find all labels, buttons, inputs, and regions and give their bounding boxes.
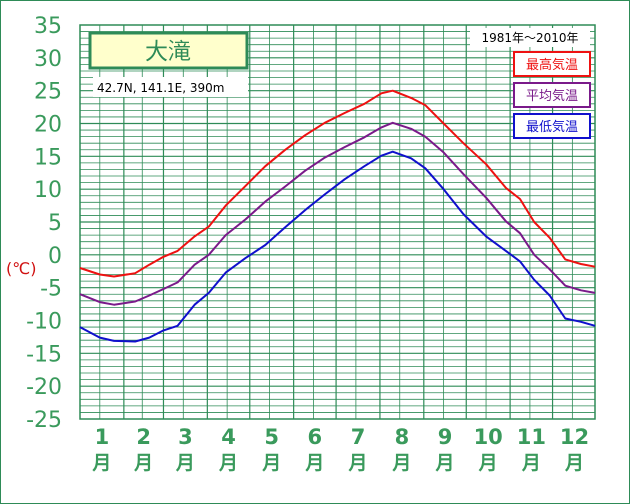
series-line [79,89,596,278]
x-tick-month-unit: 月 [304,452,324,474]
x-tick-month-unit: 月 [261,452,281,474]
y-tick-label: -5 [40,277,62,302]
x-tick-month-number: 10 [474,425,503,449]
y-tick-label: -25 [26,408,62,433]
x-tick-month-unit: 月 [478,452,498,474]
legend-label: 最低気温 [526,119,578,135]
x-tick-month-unit: 月 [435,452,455,474]
chart-title: 大滝 [145,39,191,65]
y-tick-label: -20 [26,375,62,400]
x-tick-month-number: 12 [560,425,589,449]
y-tick-labels: 35 30 25 20 15 10 5 0 -5 -10 -15 -20 -25 [26,14,62,433]
x-tick-month-number: 5 [264,425,279,449]
period-box [470,28,590,47]
series-lines [79,89,596,343]
x-tick-month-unit: 月 [391,452,411,474]
y-axis-label: (℃) [6,259,36,278]
legend-box [513,51,591,77]
x-tick-month-number: 3 [178,425,193,449]
x-tick-month-number: 2 [136,425,151,449]
period-text: 1981年～2010年 [481,31,578,45]
grid-lines [79,24,596,420]
y-tick-label: 25 [34,80,62,105]
location-box [93,77,248,97]
legend-box [513,82,591,108]
y-tick-label: 20 [34,113,62,138]
x-tick-month-unit: 月 [175,452,195,474]
x-tick-month-unit: 月 [218,452,238,474]
x-tick-month-number: 9 [438,425,453,449]
x-tick-month-unit: 月 [521,452,541,474]
x-tick-month-number: 4 [221,425,236,449]
y-tick-label: 0 [48,244,62,269]
series-line [79,121,596,306]
y-tick-label: 30 [34,47,62,72]
y-tick-label: 15 [34,145,62,170]
x-tick-month-number: 11 [517,425,546,449]
x-tick-month-unit: 月 [348,452,368,474]
x-tick-month-unit: 月 [91,452,111,474]
series-line [79,150,596,343]
title-box [88,31,249,70]
x-tick-month-unit: 月 [564,452,584,474]
x-tick-month-number: 8 [395,425,410,449]
x-tick-month-number: 6 [308,425,323,449]
y-tick-label: 35 [34,14,62,39]
x-tick-month-number: 1 [95,425,110,449]
location-text: 42.7N, 141.1E, 390m [97,81,224,95]
x-tick-month-unit: 月 [133,452,153,474]
legend-label: 平均気温 [526,88,578,104]
legend-label: 最高気温 [526,57,578,73]
legend-box [513,113,591,139]
x-tick-labels: 1 月 2 月 3 月 4 月 5 月 6 月 7 月 8 月 9 月 10 月 11 月 12 月 [91,425,589,474]
x-tick-month-number: 7 [351,425,366,449]
y-tick-label: -10 [26,310,62,335]
y-tick-label: 5 [48,211,62,236]
y-tick-label: -15 [26,342,62,367]
y-tick-label: 10 [34,178,62,203]
